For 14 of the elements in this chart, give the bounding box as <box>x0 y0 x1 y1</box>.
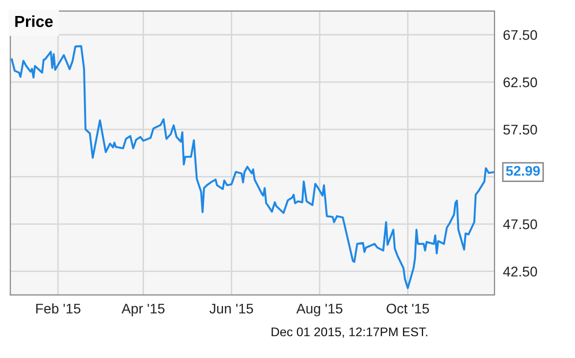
chart-title: Price <box>15 15 53 28</box>
line-series <box>10 45 494 290</box>
x-tick-label: Apr '15 <box>122 304 165 316</box>
y-tick-label: 57.50 <box>503 124 538 135</box>
y-tick-label: 67.50 <box>504 30 538 40</box>
x-tick-label: Jun '15 <box>210 304 254 314</box>
y-tick-label: 47.50 <box>503 219 538 230</box>
x-tick-label: Aug '15 <box>296 304 342 316</box>
x-tick-label: Oct '15 <box>386 304 429 314</box>
annotation: 52.99 <box>506 166 540 176</box>
x-tick-label: Feb '15 <box>36 303 80 314</box>
text: Dec 01 2015, 12:17PM EST. <box>272 327 428 338</box>
y-tick-label: 42.50 <box>503 266 538 277</box>
y-tick-label: 62.50 <box>504 77 538 88</box>
